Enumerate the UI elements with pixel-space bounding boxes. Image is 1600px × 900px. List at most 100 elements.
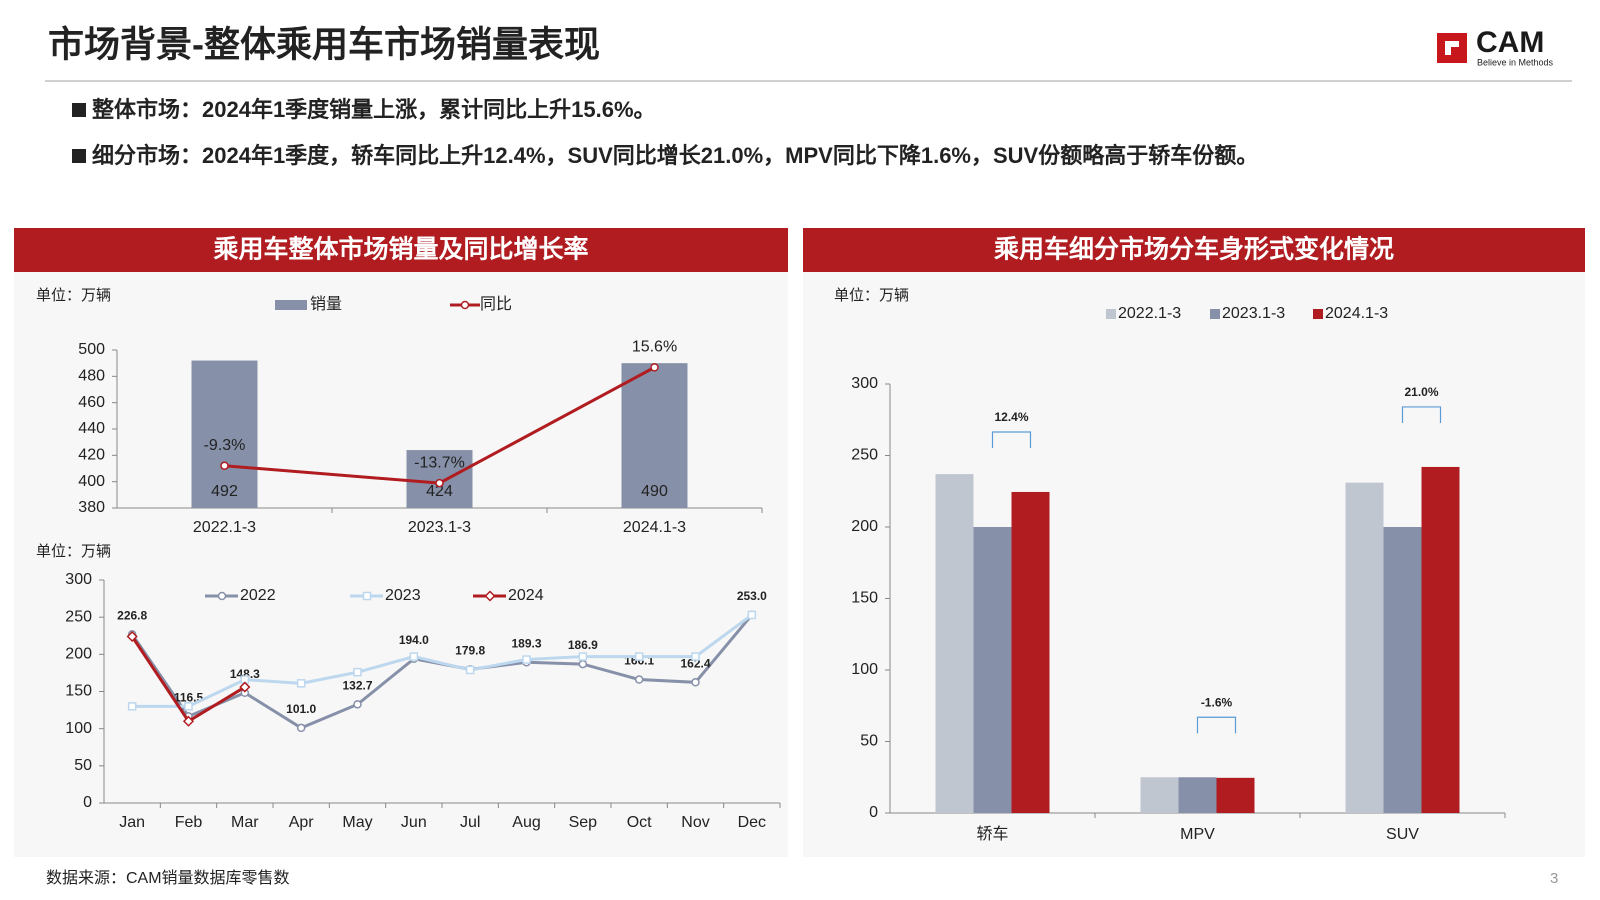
data-label: 116.5 [174, 691, 204, 705]
x-tick-label: SUV [1386, 826, 1419, 843]
legend-swatch [275, 300, 307, 310]
x-tick-label: Jun [401, 814, 427, 831]
bullet-text: 细分市场：2024年1季度，轿车同比上升12.4%，SUV同比增长21.0%，M… [92, 143, 1258, 168]
x-tick-label: Oct [627, 814, 652, 831]
logo-icon-mark [1445, 41, 1459, 55]
annotation: 21.0% [1404, 385, 1438, 399]
point [296, 723, 306, 733]
x-tick-label: 2023.1-3 [408, 519, 471, 536]
legend-swatch [1106, 309, 1116, 319]
point [435, 478, 444, 488]
bar [1140, 777, 1179, 813]
data-label: 194.0 [399, 633, 429, 647]
x-tick-label: MPV [1180, 826, 1215, 843]
annotation-bracket [1196, 716, 1237, 734]
panel-header [803, 228, 1585, 272]
logo-tagline: Believe in Methods [1477, 57, 1554, 67]
data-label: 253.0 [737, 589, 767, 603]
legend-label: 2022 [240, 587, 276, 604]
y-tick-label: 500 [78, 341, 105, 358]
bar [1383, 527, 1422, 813]
bar [1345, 482, 1384, 813]
data-label: 132.7 [342, 679, 372, 693]
x-tick-label: 2022.1-3 [193, 519, 256, 536]
data-label: 490 [641, 483, 668, 500]
bar [1011, 491, 1050, 813]
x-tick-label: Apr [289, 814, 315, 831]
panel-title: 乘用车细分市场分车身形式变化情况 [994, 235, 1394, 264]
point [220, 461, 229, 470]
bar [935, 474, 974, 813]
data-label: 101.0 [286, 702, 316, 716]
point [353, 667, 362, 677]
point [126, 630, 138, 643]
y-tick-label: 250 [851, 447, 878, 464]
point [578, 659, 588, 669]
x-tick-label: Mar [231, 814, 259, 831]
y-tick-label: 200 [851, 518, 878, 535]
x-tick-label: Feb [175, 814, 203, 831]
data-label: 15.6% [632, 339, 677, 356]
y-tick-label: 480 [78, 368, 105, 385]
legend-label: 2024 [508, 587, 544, 604]
point [484, 590, 496, 602]
bullet-text: 整体市场：2024年1季度销量上涨，累计同比上升15.6%。 [92, 97, 656, 122]
data-label: 189.3 [511, 636, 541, 650]
logo-text: CAM [1476, 26, 1544, 59]
legend-label: 2023 [385, 587, 421, 604]
x-tick-label: Sep [569, 814, 598, 831]
x-tick-label: Dec [738, 814, 766, 831]
logo-icon [1437, 33, 1467, 63]
point [409, 652, 419, 661]
unit-label: 单位：万辆 [36, 287, 111, 304]
data-label: 186.9 [568, 638, 598, 652]
y-tick-label: 50 [74, 757, 92, 774]
y-tick-label: 380 [78, 499, 105, 516]
bar [1178, 777, 1217, 813]
point [691, 652, 700, 661]
bullet [72, 149, 86, 163]
slide-title: 市场背景-整体乘用车市场销量表现 [48, 24, 600, 65]
point [522, 655, 531, 664]
data-label: 179.8 [455, 644, 485, 658]
y-tick-label: 400 [78, 473, 105, 490]
point [239, 681, 251, 693]
data-label: 148.3 [230, 667, 260, 681]
data-label: -9.3% [204, 437, 246, 454]
x-tick-label: 轿车 [976, 825, 1008, 843]
annotation-bracket [1401, 406, 1442, 423]
x-tick-label: Jan [119, 814, 145, 831]
series-line [132, 613, 753, 708]
legend-label: 销量 [310, 295, 342, 313]
data-label: 492 [211, 483, 238, 500]
legend-label: 同比 [480, 295, 512, 313]
y-tick-label: 0 [83, 794, 92, 811]
unit-label: 单位：万辆 [834, 287, 909, 304]
panel-title: 乘用车整体市场销量及同比增长率 [213, 235, 588, 264]
point [217, 591, 227, 601]
point [362, 591, 372, 601]
data-label: 424 [426, 483, 453, 500]
y-tick-label: 300 [851, 375, 878, 392]
source-note: 数据来源：CAM销量数据库零售数 [46, 869, 290, 887]
data-label: -13.7% [414, 454, 465, 471]
legend-label: 2024.1-3 [1325, 305, 1388, 322]
point [634, 675, 644, 684]
y-tick-label: 150 [65, 683, 92, 700]
bar [191, 360, 258, 508]
bar [621, 363, 688, 508]
point [296, 679, 306, 688]
data-label: 226.8 [117, 609, 147, 623]
y-tick-label: 420 [78, 447, 105, 464]
panel-header [14, 228, 788, 272]
bar [1216, 777, 1255, 813]
legend-swatch [1210, 309, 1220, 319]
page-number: 3 [1550, 870, 1558, 887]
y-tick-label: 150 [851, 590, 878, 607]
point [184, 702, 193, 711]
x-tick-label: Aug [512, 814, 540, 831]
annotation: 12.4% [994, 410, 1028, 424]
point [691, 678, 700, 687]
y-tick-label: 300 [65, 571, 92, 588]
